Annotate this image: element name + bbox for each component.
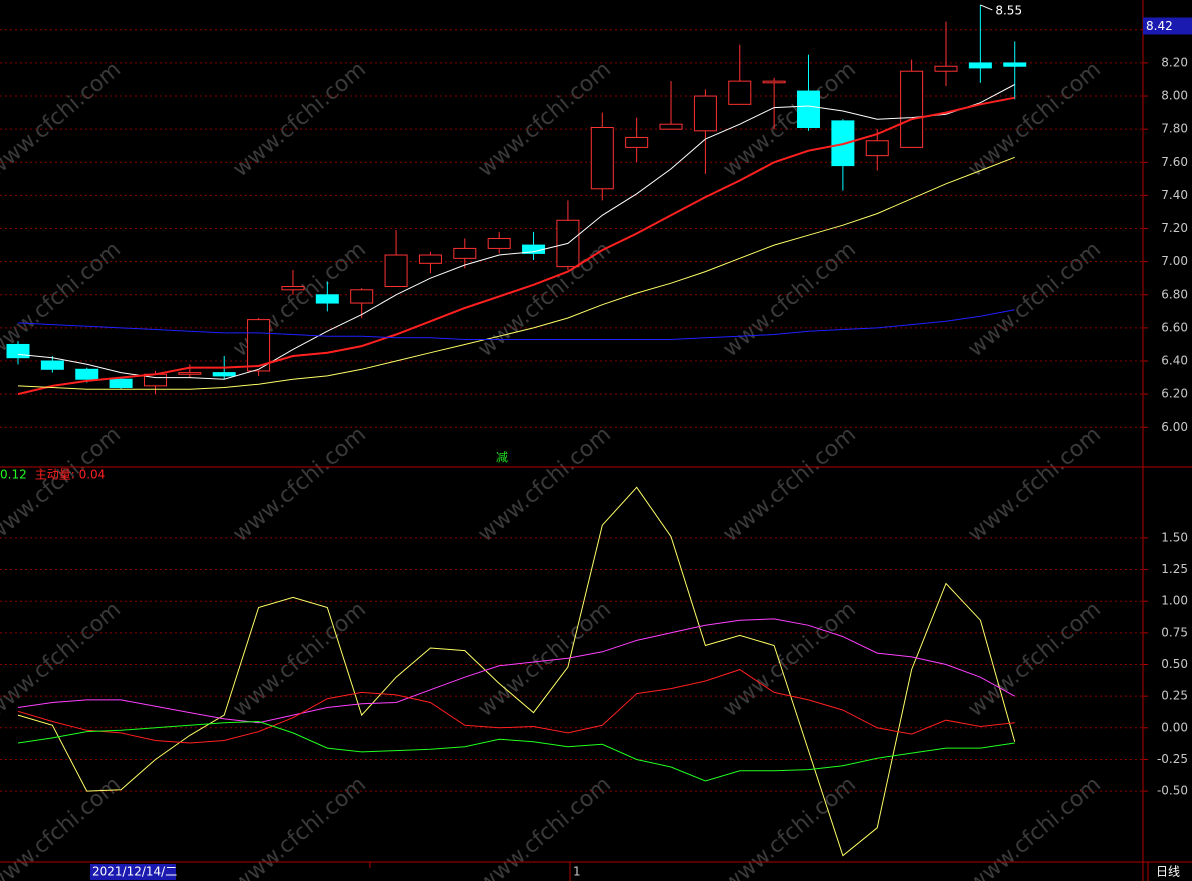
y-tick-label: 6.80 xyxy=(1161,287,1188,301)
candle-body xyxy=(968,62,992,69)
candle-body xyxy=(281,285,305,291)
y-tick-label: 7.20 xyxy=(1161,221,1188,235)
legend-text: 主动量: 0.04 xyxy=(35,468,106,482)
candle-body xyxy=(178,372,202,375)
candle-body xyxy=(1003,62,1027,67)
y-tick-label: 1.00 xyxy=(1161,594,1188,608)
candle-body xyxy=(75,368,99,380)
y-tick-label: 7.00 xyxy=(1161,254,1188,268)
price-box xyxy=(1143,17,1192,35)
candle-body xyxy=(109,378,133,389)
y-tick-label: 0.00 xyxy=(1161,720,1188,734)
candle-body xyxy=(797,90,821,129)
y-tick-label: 6.20 xyxy=(1161,387,1188,401)
candle-body xyxy=(762,80,786,84)
line-series xyxy=(17,669,1015,744)
line-series xyxy=(17,96,1015,396)
candle-body xyxy=(6,343,30,359)
y-tick-label: 6.40 xyxy=(1161,354,1188,368)
candle-body xyxy=(659,123,683,130)
candle-body xyxy=(418,254,442,264)
y-tick-label: -0.25 xyxy=(1157,752,1188,766)
candle-body xyxy=(934,65,958,72)
candle-body xyxy=(350,289,374,304)
y-tick-label: -0.50 xyxy=(1157,784,1188,798)
line-series xyxy=(17,84,1015,380)
candle-body xyxy=(487,237,511,249)
candle-body xyxy=(625,136,649,148)
line-series xyxy=(17,618,1015,724)
line-series xyxy=(17,486,1016,857)
candle-body xyxy=(900,70,924,148)
y-tick-label: 0.75 xyxy=(1161,625,1188,639)
candle-body xyxy=(865,140,889,157)
line-series xyxy=(17,309,1015,340)
y-tick-label: 1.25 xyxy=(1161,562,1188,576)
legend-text: 0.12 xyxy=(0,468,27,482)
y-tick-label: 7.40 xyxy=(1161,188,1188,202)
y-tick-label: 8.00 xyxy=(1161,89,1188,103)
y-tick-label: 7.80 xyxy=(1161,122,1188,136)
candle-body xyxy=(590,127,614,190)
candle-body xyxy=(384,254,408,287)
high-label: 8.55 xyxy=(995,3,1022,17)
high-pointer xyxy=(980,4,993,11)
date-box xyxy=(90,864,176,880)
period-label[interactable]: 日线 xyxy=(1156,865,1180,879)
candle-body xyxy=(212,372,236,377)
y-tick-label: 0.25 xyxy=(1161,689,1188,703)
y-tick-label: 1.50 xyxy=(1161,530,1188,544)
date-label: 2021/12/14/二 xyxy=(92,865,177,879)
price-label: 8.42 xyxy=(1146,19,1173,33)
candle-body xyxy=(315,294,339,304)
y-tick-label: 7.60 xyxy=(1161,155,1188,169)
candle-body xyxy=(40,360,64,370)
y-tick-label: 6.00 xyxy=(1161,420,1188,434)
candle-body xyxy=(728,80,752,105)
line-series xyxy=(17,156,1015,390)
y-tick-label: 8.20 xyxy=(1161,55,1188,69)
signal-label: 减 xyxy=(496,451,508,465)
candle-body xyxy=(453,247,477,259)
candle-body xyxy=(693,95,717,132)
y-tick-label: 6.60 xyxy=(1161,320,1188,334)
line-series xyxy=(17,720,1015,782)
y-tick-label: 0.50 xyxy=(1161,657,1188,671)
x-marker: 1 xyxy=(573,865,581,879)
